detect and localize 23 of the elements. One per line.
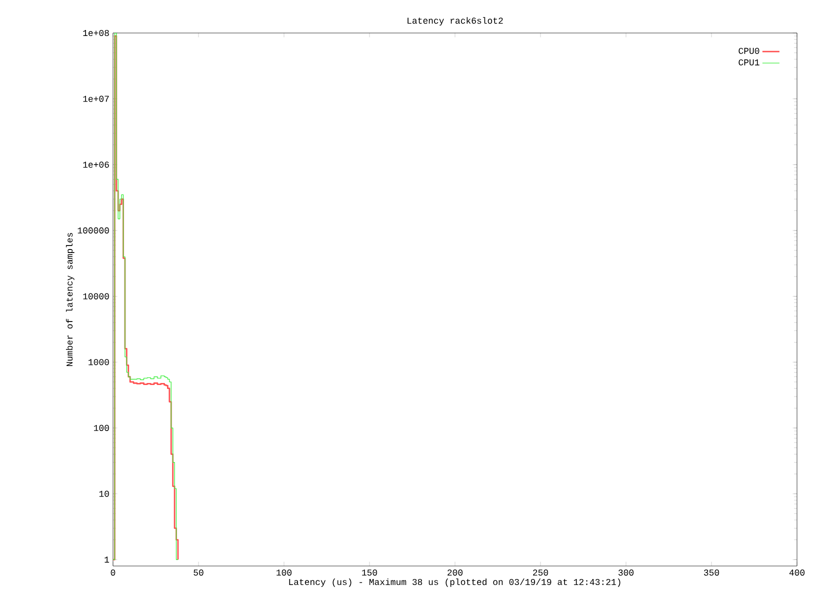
x-tick-label: 300: [618, 570, 634, 576]
x-tick-label: 150: [362, 570, 378, 576]
x-tick-label: 350: [704, 570, 720, 576]
x-axis-title: Latency (us) - Maximum 38 us (plotted on 03/19/19 at 12:43:21): [289, 578, 620, 587]
x-tick-label: 0: [110, 570, 116, 576]
y-tick-label: 100: [94, 424, 109, 432]
y-axis-title: Number of latency samples: [66, 233, 74, 366]
y-tick-label: 10000: [83, 293, 109, 300]
y-tick-label: 1e+07: [83, 96, 109, 102]
y-tick-label: 1e+06: [83, 162, 109, 168]
legend-label: CPU0: [738, 48, 760, 54]
x-tick-label: 250: [533, 570, 548, 576]
y-tick-label: 1000: [88, 359, 109, 366]
x-tick-label: 200: [448, 570, 463, 576]
legend-label: CPU1: [738, 59, 760, 66]
y-tick-label: 1e+08: [83, 30, 109, 36]
x-tick-label: 100: [276, 570, 292, 576]
chart-title: Latency rack6slot2: [408, 17, 503, 26]
x-tick-label: 400: [789, 570, 805, 576]
y-tick-label: 10: [99, 490, 109, 497]
x-tick-label: 50: [194, 570, 204, 576]
y-tick-label: 1: [104, 556, 110, 563]
y-tick-label: 100000: [78, 227, 109, 234]
